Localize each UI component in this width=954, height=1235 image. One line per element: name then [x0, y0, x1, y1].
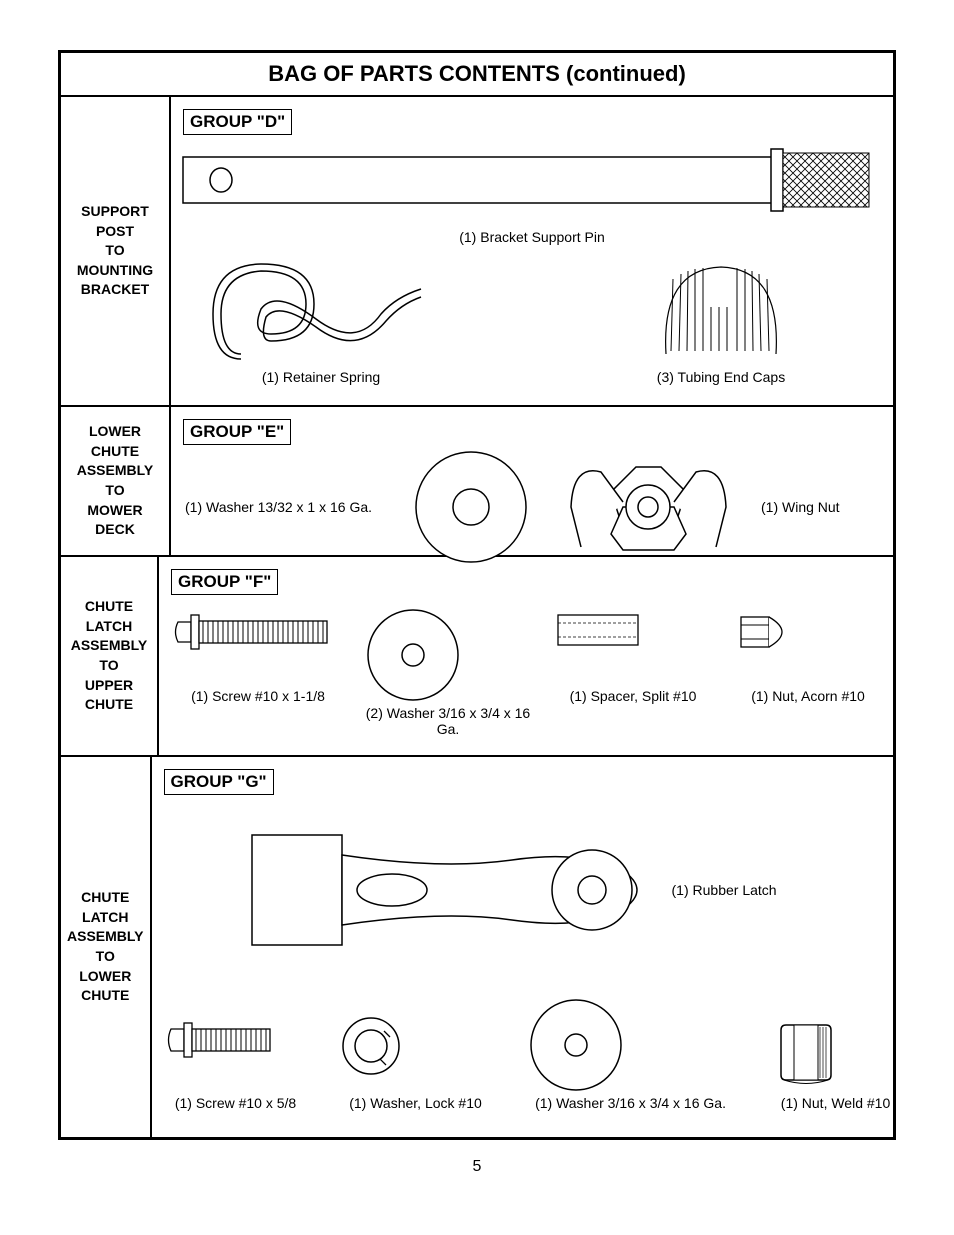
caption-spacer-f: (1) Spacer, Split #10	[553, 688, 713, 704]
caption-weld-nut: (1) Nut, Weld #10	[766, 1095, 906, 1111]
washer-e-icon	[411, 447, 531, 567]
row-e: LOWER CHUTE ASSEMBLY TO MOWER DECK GROUP…	[61, 407, 893, 557]
spacer-f-icon	[553, 605, 643, 660]
group-e-label: GROUP "E"	[183, 419, 291, 445]
group-f-label: GROUP "F"	[171, 569, 278, 595]
screw-f-icon	[173, 605, 333, 660]
lock-washer-icon	[336, 1011, 406, 1081]
wing-nut-icon	[551, 452, 741, 562]
tubing-end-caps-icon	[651, 259, 791, 369]
content-f: GROUP "F"	[159, 557, 893, 755]
caption-screw-f: (1) Screw #10 x 1-1/8	[173, 688, 343, 704]
content-e: GROUP "E" (1) Washer 13/32 x 1 x 16 Ga.	[171, 407, 893, 555]
row-g: CHUTE LATCH ASSEMBLY TO LOWER CHUTE GROU…	[61, 757, 893, 1137]
caption-rubber-latch: (1) Rubber Latch	[672, 882, 812, 898]
washer-g-icon	[526, 995, 626, 1095]
caption-washer-f: (2) Washer 3/16 x 3/4 x 16 Ga.	[363, 705, 533, 737]
weld-nut-icon	[766, 1015, 846, 1095]
rubber-latch-icon	[162, 815, 652, 965]
group-d-label: GROUP "D"	[183, 109, 292, 135]
side-g: CHUTE LATCH ASSEMBLY TO LOWER CHUTE	[61, 757, 152, 1137]
side-f: CHUTE LATCH ASSEMBLY TO UPPER CHUTE	[61, 557, 159, 755]
caption-retainer-spring: (1) Retainer Spring	[211, 369, 431, 385]
caption-screw-g: (1) Screw #10 x 5/8	[166, 1095, 306, 1111]
retainer-spring-icon	[211, 259, 431, 369]
screw-g-icon	[166, 1015, 276, 1065]
content-g: GROUP "G" (1) Rubber Latch	[152, 757, 916, 1137]
caption-acorn-nut: (1) Nut, Acorn #10	[733, 688, 883, 704]
bracket-support-pin-icon	[181, 145, 871, 225]
row-f: CHUTE LATCH ASSEMBLY TO UPPER CHUTE GROU…	[61, 557, 893, 757]
caption-lock-washer: (1) Washer, Lock #10	[336, 1095, 496, 1111]
caption-wing-nut: (1) Wing Nut	[761, 499, 861, 515]
side-e: LOWER CHUTE ASSEMBLY TO MOWER DECK	[61, 407, 171, 555]
caption-washer-g: (1) Washer 3/16 x 3/4 x 16 Ga.	[526, 1095, 736, 1111]
row-d: SUPPORT POST TO MOUNTING BRACKET GROUP "…	[61, 97, 893, 407]
page-number: 5	[58, 1158, 896, 1176]
group-g-label: GROUP "G"	[164, 769, 274, 795]
page-title: BAG OF PARTS CONTENTS (continued)	[61, 53, 893, 97]
outer-frame: BAG OF PARTS CONTENTS (continued) SUPPOR…	[58, 50, 896, 1140]
page: BAG OF PARTS CONTENTS (continued) SUPPOR…	[0, 0, 954, 1235]
acorn-nut-icon	[733, 605, 803, 660]
caption-washer-e: (1) Washer 13/32 x 1 x 16 Ga.	[181, 499, 391, 515]
body-rows: SUPPORT POST TO MOUNTING BRACKET GROUP "…	[61, 97, 893, 1137]
caption-bracket-pin: (1) Bracket Support Pin	[181, 229, 883, 245]
side-d: SUPPORT POST TO MOUNTING BRACKET	[61, 97, 171, 405]
caption-tubing-caps: (3) Tubing End Caps	[651, 369, 791, 385]
content-d: GROUP "D"	[171, 97, 893, 405]
washer-f-icon	[363, 605, 463, 705]
